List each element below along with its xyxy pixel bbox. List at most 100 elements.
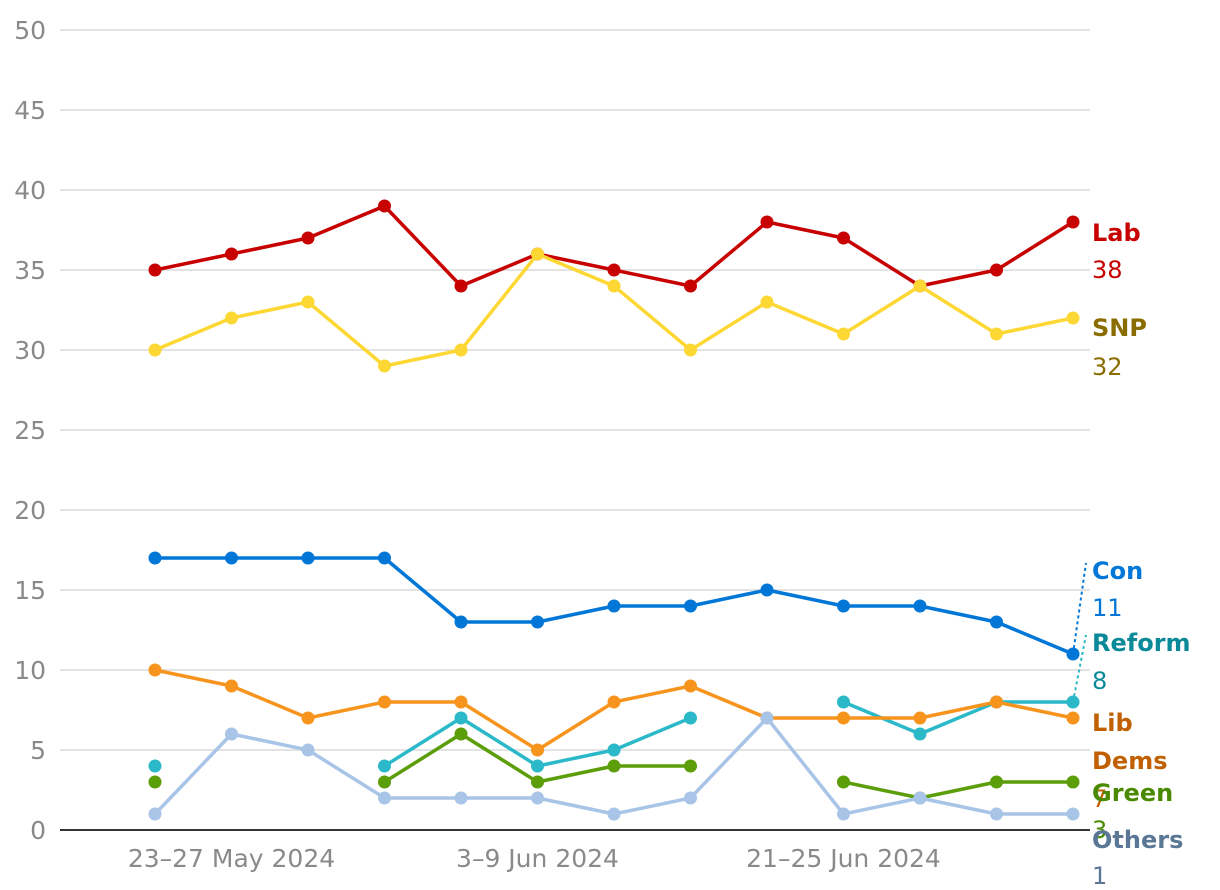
x-axis: 23–27 May 2024 3–9 Jun 2024 21–25 Jun 2024	[60, 829, 1090, 873]
data-point	[684, 711, 697, 725]
data-point	[454, 279, 468, 293]
party-name-label: Dems	[1092, 747, 1168, 775]
data-point	[607, 695, 621, 709]
series-others	[148, 711, 1080, 821]
party-value-label: 38	[1092, 256, 1123, 284]
data-point	[760, 583, 774, 597]
y-tick-label: 10	[14, 656, 46, 685]
series-line-reform	[382, 716, 693, 768]
x-tick-label: 21–25 Jun 2024	[746, 844, 941, 873]
data-point	[913, 599, 927, 613]
data-point	[684, 679, 697, 693]
series-lab	[148, 199, 1080, 293]
y-tick-label: 15	[14, 576, 46, 605]
y-tick-label: 45	[14, 96, 46, 125]
data-point	[301, 551, 315, 565]
party-name-label: Reform	[1092, 629, 1191, 657]
y-tick-label: 30	[14, 336, 46, 365]
data-point	[760, 711, 774, 725]
series-lines	[148, 199, 1080, 821]
data-point	[607, 743, 621, 757]
y-tick-label: 20	[14, 496, 46, 525]
party-name-label: Lib	[1092, 709, 1133, 737]
data-point	[531, 791, 544, 805]
series-line-lib-dems	[153, 668, 1075, 752]
y-axis-ticks: 0 5 10 15 20 25 30 35 40 45 50	[14, 16, 46, 845]
data-point	[990, 807, 1003, 821]
y-tick-label: 25	[14, 416, 46, 445]
data-point	[684, 791, 697, 805]
data-point	[531, 759, 544, 773]
data-point	[913, 279, 927, 293]
series-line-green	[382, 732, 693, 784]
end-label-others: Others 1	[1092, 826, 1183, 890]
data-point	[1066, 215, 1080, 229]
data-point	[990, 263, 1003, 277]
data-point	[990, 615, 1003, 629]
data-point	[225, 551, 238, 565]
data-point	[454, 791, 468, 805]
data-point	[990, 695, 1003, 709]
data-point	[913, 791, 927, 805]
y-tick-label: 50	[14, 16, 46, 45]
end-label-lab: Lab 38	[1092, 219, 1141, 284]
y-tick-label: 40	[14, 176, 46, 205]
data-point	[607, 807, 621, 821]
data-point	[990, 327, 1003, 341]
data-point	[148, 343, 162, 357]
party-value-label: 11	[1092, 594, 1123, 622]
data-point	[1066, 311, 1080, 325]
data-point	[990, 775, 1003, 789]
data-point	[148, 775, 162, 789]
data-point	[454, 711, 468, 725]
data-point	[760, 295, 774, 309]
data-point	[378, 791, 391, 805]
data-point	[1066, 775, 1080, 789]
data-point	[378, 199, 391, 213]
data-point	[531, 615, 544, 629]
party-value-label: 8	[1092, 667, 1107, 695]
data-point	[837, 327, 850, 341]
data-point	[148, 551, 162, 565]
data-point	[607, 263, 621, 277]
data-point	[301, 231, 315, 245]
data-point	[454, 727, 468, 741]
party-value-label: 3	[1092, 816, 1107, 844]
data-point	[684, 279, 697, 293]
leader-line	[1072, 634, 1087, 703]
party-name-label: SNP	[1092, 314, 1147, 342]
series-green	[148, 727, 1080, 805]
data-point	[760, 215, 774, 229]
data-point	[684, 343, 697, 357]
data-point	[225, 247, 238, 261]
party-value-label: 32	[1092, 353, 1123, 381]
data-point	[531, 743, 544, 757]
data-point	[225, 311, 238, 325]
end-label-reform: Reform 8	[1072, 629, 1191, 703]
end-label-con: Con 11	[1072, 557, 1143, 655]
data-point	[607, 759, 621, 773]
data-point	[607, 599, 621, 613]
x-tick-label: 3–9 Jun 2024	[456, 844, 619, 873]
data-point	[837, 807, 850, 821]
y-tick-label: 5	[30, 736, 46, 765]
end-label-lib-dems: Lib Dems 7	[1092, 709, 1168, 813]
y-tick-label: 0	[30, 816, 46, 845]
data-point	[531, 775, 544, 789]
end-label-snp: SNP 32	[1092, 314, 1147, 381]
data-point	[378, 775, 391, 789]
data-point	[1066, 711, 1080, 725]
data-point	[837, 775, 850, 789]
party-value-label: 7	[1092, 785, 1107, 813]
data-point	[1066, 807, 1080, 821]
data-point	[837, 599, 850, 613]
data-point	[913, 727, 927, 741]
data-point	[454, 615, 468, 629]
data-point	[378, 695, 391, 709]
party-value-label: 1	[1092, 862, 1107, 890]
data-point	[531, 247, 544, 261]
data-point	[301, 711, 315, 725]
data-point	[148, 663, 162, 677]
data-point	[148, 759, 162, 773]
data-point	[148, 263, 162, 277]
